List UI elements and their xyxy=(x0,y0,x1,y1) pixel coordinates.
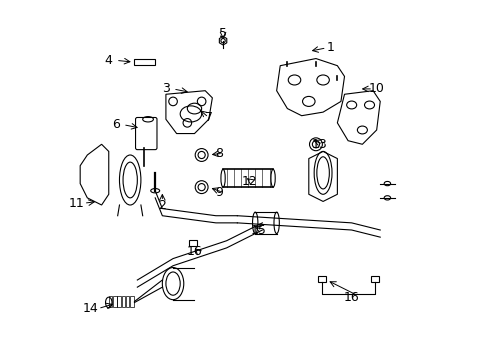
Text: 16: 16 xyxy=(343,291,359,305)
Bar xyxy=(317,276,325,282)
Text: 15: 15 xyxy=(250,224,266,237)
Text: 10: 10 xyxy=(368,82,384,95)
Bar xyxy=(134,59,155,65)
Polygon shape xyxy=(219,36,226,45)
Text: 9: 9 xyxy=(215,186,223,199)
Bar xyxy=(125,296,129,307)
Bar xyxy=(113,296,116,307)
Text: 1: 1 xyxy=(325,41,333,54)
Bar xyxy=(130,296,134,307)
Text: 14: 14 xyxy=(83,302,99,315)
Text: 12: 12 xyxy=(242,175,257,188)
Text: 4: 4 xyxy=(104,54,112,67)
Text: 16: 16 xyxy=(186,245,202,258)
Text: 7: 7 xyxy=(204,111,212,124)
Text: 11: 11 xyxy=(69,197,84,210)
Bar xyxy=(370,276,378,282)
Text: 6: 6 xyxy=(112,118,120,131)
Text: 5: 5 xyxy=(219,27,226,40)
Text: 3: 3 xyxy=(162,82,169,95)
Text: 2: 2 xyxy=(158,198,166,212)
Text: 13: 13 xyxy=(311,138,327,151)
Bar xyxy=(108,296,112,307)
Bar xyxy=(117,296,121,307)
Text: 8: 8 xyxy=(215,147,223,160)
Bar xyxy=(122,296,125,307)
Bar xyxy=(189,240,197,246)
